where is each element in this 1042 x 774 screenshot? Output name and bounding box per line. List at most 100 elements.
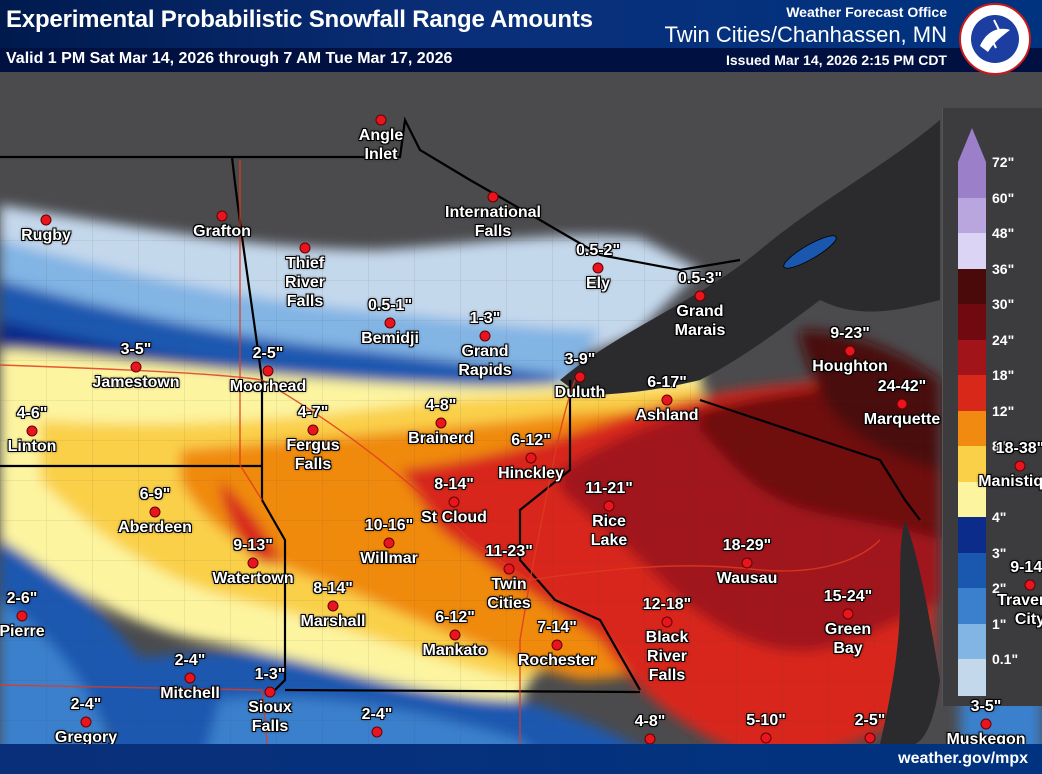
- legend-swatch: [958, 304, 986, 341]
- snow-amount-label: 2-4": [70, 696, 102, 713]
- valid-bar: [0, 48, 1042, 72]
- issued-time: Issued Mar 14, 2026 2:15 PM CDT: [726, 52, 947, 68]
- legend-label: 48": [992, 225, 1015, 241]
- snow-amount-label: 4-7": [297, 404, 329, 421]
- city-marker: [80, 716, 92, 728]
- city-marker: [741, 557, 753, 569]
- city-name-label: Moorhead: [229, 378, 307, 395]
- city-name-label: Rochester: [517, 652, 597, 669]
- city-name-label: Angle Inlet: [358, 127, 404, 163]
- city-name-label: Pierre: [0, 623, 45, 640]
- city-marker: [844, 345, 856, 357]
- city-marker: [1014, 460, 1026, 472]
- city-name-label: Thief River Falls: [284, 255, 326, 310]
- city-name-label: St Cloud: [421, 509, 487, 526]
- snow-amount-label: 11-23": [485, 543, 533, 560]
- city-name-label: Grand Marais: [674, 303, 726, 339]
- legend-color-bar: [958, 162, 986, 696]
- city-marker: [603, 500, 615, 512]
- snow-amount-label: 12-18": [642, 596, 692, 613]
- snow-amount-label: 6-17": [647, 374, 687, 391]
- city-marker: [864, 732, 876, 744]
- snow-amount-label: 10-16": [364, 517, 414, 534]
- legend-label: 4": [992, 509, 1007, 525]
- legend-label: 24": [992, 331, 1015, 348]
- legend-swatch: [958, 552, 986, 589]
- city-name-label: Mitchell: [160, 685, 220, 702]
- city-marker: [130, 361, 142, 373]
- city-name-label: Grand Rapids: [458, 343, 512, 379]
- snow-amount-label: 8-14": [434, 476, 474, 493]
- snow-amount-label: 4-8": [634, 713, 666, 730]
- legend-swatch: [958, 375, 986, 412]
- city-marker: [435, 417, 447, 429]
- city-name-label: Houghton: [812, 358, 888, 375]
- city-marker: [644, 733, 656, 745]
- snow-amount-label: 6-9": [139, 486, 171, 503]
- legend-label: 36": [992, 260, 1015, 277]
- valid-period: Valid 1 PM Sat Mar 14, 2026 through 7 AM…: [6, 50, 453, 67]
- snow-amount-label: 9-23": [830, 325, 870, 342]
- snow-amount-label: 1-3": [254, 666, 286, 683]
- legend-label: 30": [992, 296, 1015, 312]
- city-marker: [149, 506, 161, 518]
- city-name-label: Mankato: [422, 642, 488, 659]
- city-marker: [26, 425, 38, 437]
- legend-label: 1": [992, 615, 1007, 632]
- city-marker: [694, 290, 706, 302]
- snow-amount-label: 0.5-3": [677, 270, 723, 287]
- city-marker: [551, 639, 563, 651]
- city-name-label: Fergus Falls: [286, 437, 340, 473]
- city-marker: [216, 210, 228, 222]
- city-name-label: International Falls: [444, 204, 542, 240]
- city-name-label: Twin Cities: [487, 576, 531, 612]
- city-name-label: Willmar: [360, 550, 418, 567]
- snow-amount-label: 9-13": [233, 537, 273, 554]
- snow-amount-label: 11-21": [585, 480, 633, 497]
- snow-amount-label: 5-10": [746, 712, 786, 729]
- city-marker: [247, 557, 259, 569]
- snow-amount-label: 18-29": [722, 537, 772, 554]
- city-marker: [371, 726, 383, 738]
- snow-amount-label: 2-6": [6, 590, 38, 607]
- wfo-label: Weather Forecast Office: [786, 4, 947, 20]
- legend-swatch: [958, 410, 986, 447]
- legend-swatch: [958, 517, 986, 554]
- snow-amount-label: 0.5-1": [367, 297, 413, 314]
- legend-swatch: [958, 233, 986, 270]
- legend-swatch: [958, 339, 986, 376]
- city-marker: [842, 608, 854, 620]
- city-marker: [449, 629, 461, 641]
- city-name-label: Black River Falls: [645, 629, 689, 684]
- city-name-label: Jamestown: [92, 374, 180, 391]
- snow-amount-label: 4-6": [16, 405, 48, 422]
- legend-label: 12": [992, 402, 1015, 419]
- city-name-label: Watertown: [212, 570, 294, 587]
- city-name-label: Muskegon: [946, 731, 1026, 748]
- snow-amount-label: 18-38": [995, 440, 1042, 457]
- city-marker: [16, 610, 28, 622]
- snow-amount-label: 2-5": [854, 712, 886, 729]
- snow-amount-label: 15-24": [823, 588, 873, 605]
- snow-amount-label: 2-4": [361, 706, 393, 723]
- city-name-label: Aberdeen: [118, 519, 192, 536]
- snow-amount-label: 6-12": [435, 609, 475, 626]
- snow-amount-label: 0.5-2": [575, 242, 621, 259]
- city-marker: [661, 616, 673, 628]
- city-name-label: Ashland: [635, 407, 699, 424]
- city-name-label: Marshall: [300, 613, 366, 630]
- city-name-label: TraverseCity: [997, 592, 1042, 628]
- city-marker: [525, 452, 537, 464]
- snow-amount-label: 7-14": [537, 619, 577, 636]
- legend-swatch: [958, 623, 986, 660]
- city-marker: [487, 191, 499, 203]
- legend-swatch: [958, 162, 986, 199]
- city-name-label: Ely: [585, 275, 611, 292]
- city-marker: [299, 242, 311, 254]
- city-name-label: Sioux Falls: [248, 699, 292, 735]
- city-marker: [980, 718, 992, 730]
- legend-label: 8": [992, 438, 1007, 454]
- city-marker: [479, 330, 491, 342]
- city-marker: [661, 394, 673, 406]
